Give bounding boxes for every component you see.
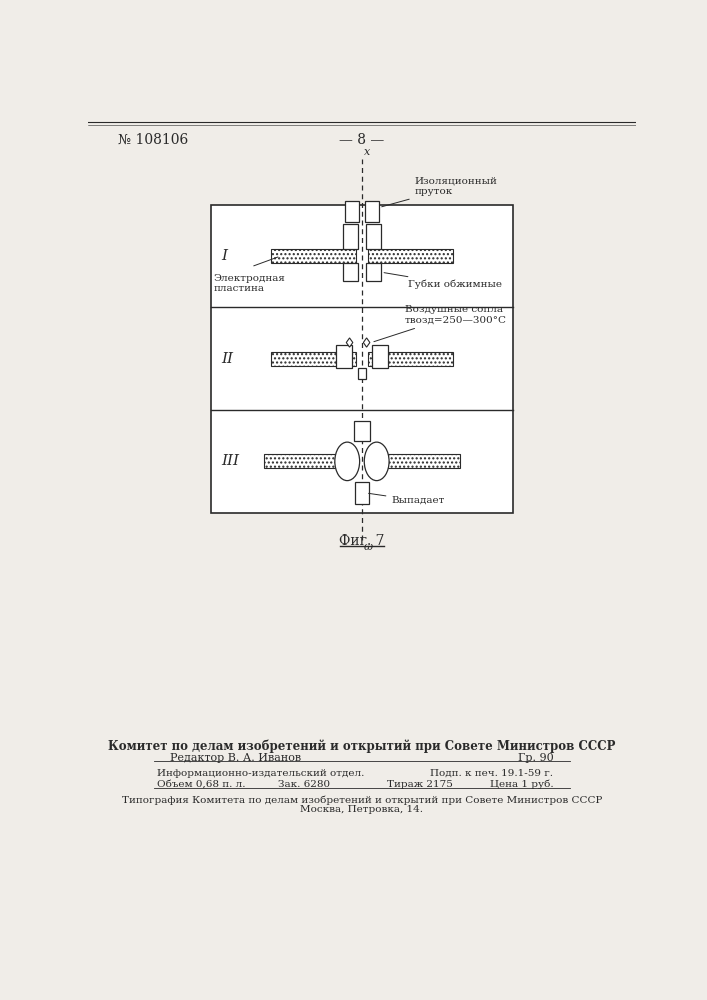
Text: Подп. к печ. 19.1-59 г.: Подп. к печ. 19.1-59 г. xyxy=(431,769,554,778)
Text: II: II xyxy=(222,352,234,366)
Text: Тираж 2175: Тираж 2175 xyxy=(387,780,452,789)
Bar xyxy=(271,249,356,263)
Bar xyxy=(366,263,381,281)
Text: Комитет по делам изобретений и открытий при Совете Министров СССР: Комитет по делам изобретений и открытий … xyxy=(108,740,616,753)
Text: III: III xyxy=(222,454,240,468)
Text: Зак. 6280: Зак. 6280 xyxy=(279,780,330,789)
Bar xyxy=(211,205,513,513)
Text: Электродная
пластина: Электродная пластина xyxy=(213,274,285,293)
Polygon shape xyxy=(346,338,353,347)
Text: Типография Комитета по делам изобретений и открытий при Совете Министров СССР: Типография Комитета по делам изобретений… xyxy=(122,795,602,805)
Text: Воздушные сопла
твозд=250—300°С: Воздушные сопла твозд=250—300°С xyxy=(374,305,507,342)
Bar xyxy=(343,224,358,249)
Text: Редактор В. А. Иванов: Редактор В. А. Иванов xyxy=(170,753,301,763)
Bar xyxy=(365,201,379,222)
Polygon shape xyxy=(363,338,370,347)
Text: Гр. 90: Гр. 90 xyxy=(518,753,554,763)
Ellipse shape xyxy=(364,442,389,481)
Bar xyxy=(271,352,356,366)
Bar xyxy=(372,345,387,368)
Bar xyxy=(264,454,346,468)
Text: Москва, Петровка, 14.: Москва, Петровка, 14. xyxy=(300,805,423,814)
Text: I: I xyxy=(222,249,228,263)
Ellipse shape xyxy=(335,442,360,481)
Text: Губки обжимные: Губки обжимные xyxy=(384,273,503,289)
Bar xyxy=(366,224,381,249)
Text: — 8 —: — 8 — xyxy=(339,133,385,147)
Text: Выпадает: Выпадает xyxy=(368,493,445,505)
Text: Изоляционный
пруток: Изоляционный пруток xyxy=(382,177,498,207)
Bar xyxy=(378,454,460,468)
Text: Информационно-издательский отдел.: Информационно-издательский отдел. xyxy=(156,769,364,778)
Bar xyxy=(354,421,370,441)
Bar xyxy=(343,263,358,281)
Bar xyxy=(368,352,453,366)
Bar xyxy=(358,368,366,379)
Bar xyxy=(355,482,369,504)
Text: Объем 0,68 п. л.: Объем 0,68 п. л. xyxy=(156,780,245,789)
Text: Цена 1 руб.: Цена 1 руб. xyxy=(490,780,554,789)
Text: ω: ω xyxy=(363,542,373,552)
Text: Фиг. 7: Фиг. 7 xyxy=(339,534,385,548)
Text: x: x xyxy=(363,147,370,157)
Bar xyxy=(368,249,453,263)
Text: № 108106: № 108106 xyxy=(118,133,188,147)
Bar xyxy=(345,201,359,222)
Bar xyxy=(337,345,352,368)
